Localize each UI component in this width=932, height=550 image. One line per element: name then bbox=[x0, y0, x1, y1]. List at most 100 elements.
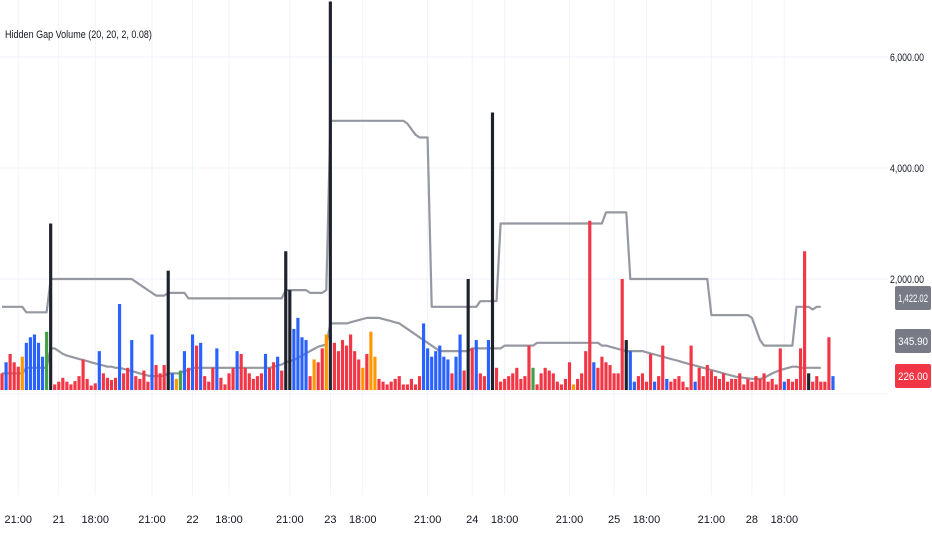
band-lines bbox=[2, 119, 821, 380]
volume-bar bbox=[300, 337, 304, 390]
volume-bar bbox=[223, 384, 227, 390]
volume-bar bbox=[823, 381, 827, 390]
volume-bar bbox=[28, 337, 32, 390]
volume-bar bbox=[146, 381, 150, 390]
volume-bar bbox=[413, 384, 418, 390]
volume-bar bbox=[207, 381, 211, 390]
volume-bar bbox=[503, 378, 507, 390]
volume-bar bbox=[40, 356, 45, 390]
price-badge bbox=[895, 286, 931, 310]
volume-bar bbox=[312, 359, 316, 390]
volume-bar bbox=[770, 378, 774, 390]
volume-bar bbox=[754, 376, 758, 390]
volume-bar bbox=[673, 378, 677, 390]
volume-bar bbox=[523, 376, 527, 390]
price-badge bbox=[895, 364, 931, 388]
volume-bar bbox=[438, 345, 442, 390]
volume-bar bbox=[401, 384, 405, 390]
x-axis: 21:00 21 18:00 21:00 22 18:00 21:00 23 18:00 21:0… bbox=[4, 514, 798, 526]
volume-bar bbox=[580, 373, 584, 390]
volume-bar bbox=[442, 356, 446, 390]
volume-bar bbox=[644, 381, 649, 390]
volume-bar bbox=[45, 331, 49, 390]
volume-bar bbox=[636, 376, 640, 390]
volume-bar bbox=[555, 381, 559, 390]
volume-bar bbox=[766, 381, 770, 390]
volume-bar bbox=[142, 370, 146, 390]
volume-bar bbox=[154, 365, 158, 390]
volume-bar bbox=[807, 373, 811, 390]
volume-bar bbox=[219, 377, 223, 390]
x-tick-label: 18:00 bbox=[633, 514, 661, 526]
y-axis: 2,000.00 4,000.00 6,000.00 bbox=[890, 52, 924, 286]
volume-bar bbox=[138, 378, 142, 390]
volume-bar bbox=[320, 348, 324, 390]
volume-bar bbox=[713, 376, 718, 390]
volume-bar bbox=[746, 378, 750, 390]
volume-bar bbox=[126, 367, 130, 390]
volume-bar bbox=[405, 384, 409, 390]
volume-bar bbox=[519, 378, 523, 390]
indicator-title[interactable]: Hidden Gap Volume (20, 20, 2, 0.08) bbox=[5, 29, 152, 41]
x-tick-label: 18:00 bbox=[771, 514, 799, 526]
lower-band-line bbox=[2, 316, 821, 380]
volume-bar bbox=[373, 356, 377, 390]
volume-bar bbox=[778, 348, 782, 390]
volume-bar bbox=[328, 1, 332, 390]
volume-bar bbox=[831, 376, 835, 390]
volume-bar bbox=[551, 373, 555, 390]
volume-bar bbox=[344, 345, 349, 390]
volume-bar bbox=[170, 373, 174, 390]
volume-bar bbox=[109, 380, 114, 390]
volume-bar bbox=[117, 303, 122, 390]
x-tick-label: 18:00 bbox=[349, 514, 377, 526]
volume-bar bbox=[486, 340, 491, 390]
volume-bar bbox=[584, 351, 588, 390]
volume-bar bbox=[178, 370, 182, 390]
volume-bar bbox=[750, 381, 754, 390]
volume-bar bbox=[276, 356, 280, 390]
volume-bar bbox=[190, 334, 195, 390]
volume-bar bbox=[247, 373, 251, 390]
x-tick-label: 23 bbox=[324, 514, 336, 526]
volume-bar bbox=[693, 381, 697, 390]
volume-bar bbox=[288, 290, 292, 390]
x-tick-label: 18:00 bbox=[491, 514, 519, 526]
volume-bar bbox=[49, 223, 53, 390]
volume-bar bbox=[280, 370, 284, 390]
volume-bar bbox=[97, 351, 101, 390]
volume-bar bbox=[65, 381, 69, 390]
volume-bar bbox=[705, 365, 709, 390]
y-tick-label: 4,000.00 bbox=[890, 163, 924, 175]
volume-bar bbox=[709, 370, 713, 390]
volume-bar bbox=[669, 381, 673, 390]
volume-bar bbox=[336, 351, 341, 390]
volume-bar bbox=[624, 340, 628, 390]
volume-bar bbox=[134, 376, 138, 390]
volume-bars bbox=[0, 1, 835, 390]
volume-bar bbox=[482, 376, 486, 390]
volume-bar bbox=[811, 381, 815, 390]
volume-bar bbox=[790, 381, 795, 390]
volume-bar bbox=[162, 365, 166, 390]
volume-bar bbox=[430, 356, 434, 390]
volume-bar bbox=[600, 356, 604, 390]
volume-bar bbox=[758, 378, 762, 390]
volume-bar bbox=[426, 348, 430, 390]
volume-bar bbox=[531, 367, 535, 390]
volume-bar bbox=[292, 328, 296, 390]
volume-bar bbox=[267, 367, 272, 390]
volume-bar bbox=[122, 373, 126, 390]
volume-bar bbox=[77, 376, 81, 390]
y-tick-label: 2,000.00 bbox=[890, 274, 924, 286]
volume-bar bbox=[409, 378, 414, 390]
x-tick-label: 21:00 bbox=[556, 514, 584, 526]
x-tick-label: 21:00 bbox=[138, 514, 166, 526]
x-tick-label: 24 bbox=[466, 514, 478, 526]
price-badge-label: 1,422.02 bbox=[898, 293, 928, 305]
volume-bar bbox=[332, 342, 336, 390]
volume-bar bbox=[798, 348, 803, 390]
volume-bar bbox=[397, 376, 401, 390]
x-tick-label: 21:00 bbox=[276, 514, 304, 526]
